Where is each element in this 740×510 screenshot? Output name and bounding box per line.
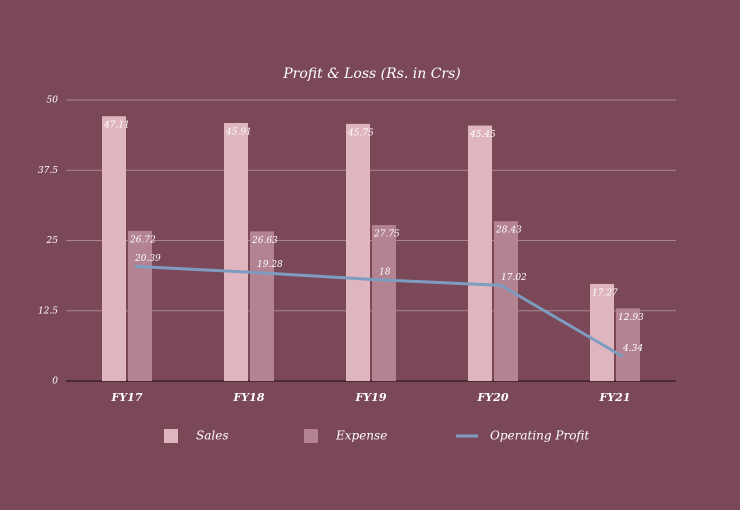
legend-label: Expense [335, 429, 387, 443]
data-label: 26.63 [251, 236, 278, 246]
legend-marker [164, 429, 178, 443]
x-tick-label: FY17 [111, 391, 143, 404]
line-label: 20.39 [134, 254, 161, 264]
data-label: 45.75 [347, 128, 374, 138]
bar [346, 123, 370, 381]
legend-label: Sales [196, 429, 228, 443]
x-tick-label: FY21 [599, 391, 631, 404]
x-tick-label: FY18 [233, 391, 265, 404]
bar [128, 230, 152, 381]
x-tick-label: FY19 [355, 391, 387, 404]
data-label: 45.45 [469, 130, 496, 140]
bar [102, 116, 126, 382]
y-tick-label: 12.5 [38, 306, 58, 316]
data-label: 28.43 [495, 226, 522, 236]
x-tick-label: FY20 [477, 391, 509, 404]
bar [590, 283, 614, 381]
y-tick-label: 0 [52, 377, 58, 387]
line-label: 19.28 [257, 260, 283, 270]
line-label: 18 [379, 267, 391, 277]
chart-title: Profit & Loss (Rs. in Crs) [282, 66, 461, 82]
bar [224, 122, 248, 381]
bar [494, 221, 518, 381]
y-tick-label: 50 [47, 96, 59, 106]
data-label: 27.75 [373, 230, 400, 240]
bar [250, 231, 274, 381]
bar [468, 125, 492, 381]
y-tick-label: 37.5 [38, 166, 58, 176]
data-label: 26.72 [129, 235, 156, 245]
data-label: 17.27 [592, 288, 618, 298]
data-label: 45.91 [225, 127, 252, 137]
bar [616, 308, 640, 381]
bar [372, 225, 396, 381]
line-label: 17.02 [501, 273, 527, 283]
data-label: 12.93 [618, 313, 644, 323]
line [134, 264, 624, 358]
data-label: 47.11 [103, 121, 130, 131]
legend-label: Operating Profit [490, 429, 589, 443]
legend-marker [304, 429, 318, 443]
line-label: 4.34 [622, 344, 643, 354]
y-tick-label: 25 [46, 236, 59, 246]
